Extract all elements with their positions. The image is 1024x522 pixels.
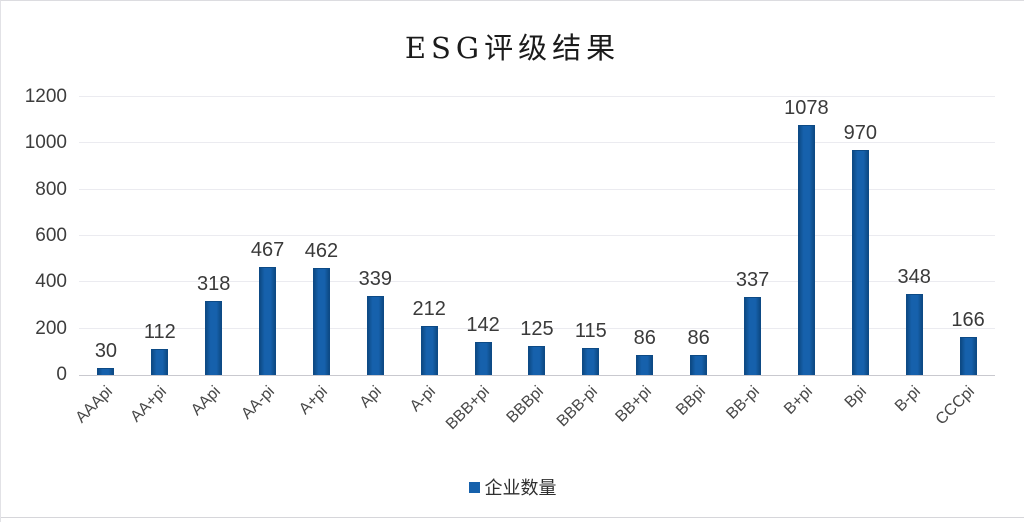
bar-value-label: 212 (412, 298, 446, 320)
x-category-label: AA-pi (237, 383, 278, 423)
bar (366, 296, 384, 375)
bar (690, 355, 708, 375)
bar (959, 337, 977, 375)
chart-title: ESG评级结果 (404, 31, 621, 65)
y-tick-label: 200 (35, 317, 67, 339)
bar (420, 326, 438, 375)
bar-slot: 348 (887, 97, 941, 375)
legend-series-label: 企业数量 (484, 478, 557, 498)
bar (797, 125, 815, 375)
y-tick-label: 800 (35, 178, 67, 200)
bar-value-label: 86 (633, 327, 656, 349)
bar-value-label: 337 (735, 269, 770, 291)
bar (636, 355, 654, 375)
gridline (79, 281, 995, 283)
bar-value-label: 318 (197, 273, 231, 295)
bar-slot: 1078 (779, 97, 833, 375)
x-category-label: A+pi (296, 383, 332, 418)
bar-value-label: 467 (250, 239, 285, 261)
bar-value-label: 348 (897, 266, 931, 288)
bar-value-label: 112 (143, 321, 176, 343)
bar-slot: 970 (833, 97, 887, 375)
bar-slot: 337 (726, 97, 780, 375)
bar-value-label: 166 (951, 309, 985, 331)
bar-value-label: 86 (687, 327, 710, 349)
x-category-label: B+pi (781, 383, 817, 418)
bar-value-label: 970 (843, 122, 877, 144)
gridline (79, 188, 995, 190)
bar-slot: 86 (672, 97, 726, 375)
bar-value-label: 115 (574, 320, 607, 342)
bar-slot: 339 (348, 97, 402, 375)
gridline (79, 96, 995, 97)
y-tick-label: 400 (35, 271, 67, 293)
x-category-label: AAApi (72, 383, 116, 427)
bar (151, 349, 169, 375)
bar (851, 150, 869, 375)
bar-slot: 112 (133, 97, 187, 375)
bar (582, 348, 600, 375)
gridline (79, 327, 995, 329)
bar-value-label: 462 (304, 240, 339, 262)
x-axis-line (79, 375, 995, 376)
bar-value-label: 125 (520, 318, 554, 340)
bar-value-label: 142 (466, 314, 500, 336)
bar (259, 267, 277, 375)
bar-slot: 318 (187, 97, 241, 375)
bar (312, 268, 330, 375)
bar (474, 342, 492, 375)
y-tick-label: 0 (56, 364, 67, 385)
bar (528, 346, 546, 375)
bar-slot: 86 (618, 97, 672, 375)
bar-slot: 212 (402, 97, 456, 375)
bar-slot: 125 (510, 97, 564, 375)
x-category-label: BB-pi (722, 383, 763, 423)
y-tick-label: 600 (35, 225, 67, 246)
y-tick-label: 1200 (24, 86, 67, 107)
legend: 企业数量 (1, 474, 1024, 500)
gridline (79, 235, 995, 236)
bar-slot: 467 (241, 97, 295, 375)
bar-value-label: 30 (94, 340, 118, 362)
gridline (79, 142, 995, 144)
bar (205, 301, 223, 375)
bar-value-label: 1078 (784, 97, 829, 119)
bar (905, 294, 923, 375)
bar-slot: 115 (564, 97, 618, 375)
bar (744, 297, 762, 375)
bar-value-label: 339 (358, 268, 393, 290)
bar-slot: 462 (295, 97, 349, 375)
bar (97, 368, 115, 375)
bottom-edge-line (1, 517, 1024, 518)
plot-area: 30 112 318 467 462 339 212 142 125 115 86 86 337 1078… (79, 96, 995, 376)
legend-marker-square-icon (468, 481, 480, 493)
y-tick-label: 1000 (24, 132, 67, 154)
bar-slot: 166 (941, 97, 995, 375)
bar-slot: 30 (79, 97, 133, 375)
bar-slot: 142 (456, 97, 510, 375)
